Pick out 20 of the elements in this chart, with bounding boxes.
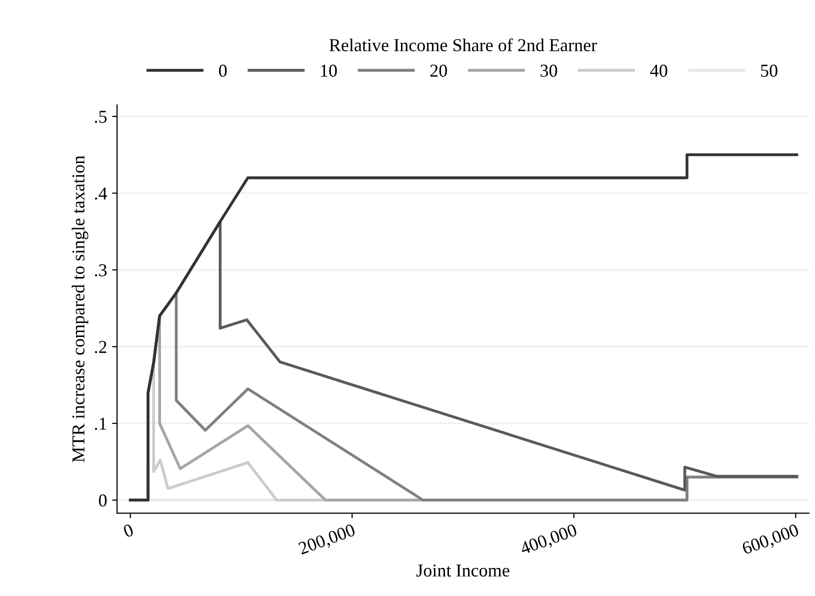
y-tick-label: 0 [98,494,107,507]
legend-label: 30 [540,64,558,77]
y-tick-label: .3 [94,264,107,276]
legend-label: 20 [430,64,447,77]
y-tick-label: .5 [94,110,107,123]
legend-label: 50 [761,64,778,77]
x-tick-label: 200,000 [298,524,357,558]
x-tick-label: 400,000 [519,524,578,558]
y-axis-title: MTR increase compared to single taxation [72,156,88,462]
x-tick-label: 600,000 [741,524,800,558]
y-tick-label: .2 [94,340,106,354]
x-axis-title: Joint Income [416,564,510,577]
legend-title: Relative Income Share of 2nd Earner [329,38,597,52]
legend-label: 40 [650,64,668,77]
legend-label: 0 [219,64,227,77]
y-tick-label: .1 [94,418,106,430]
x-tick-label: 0 [122,524,134,538]
line-series [128,153,798,502]
legend-label: 10 [321,64,337,77]
y-tick-label: .4 [94,188,108,200]
